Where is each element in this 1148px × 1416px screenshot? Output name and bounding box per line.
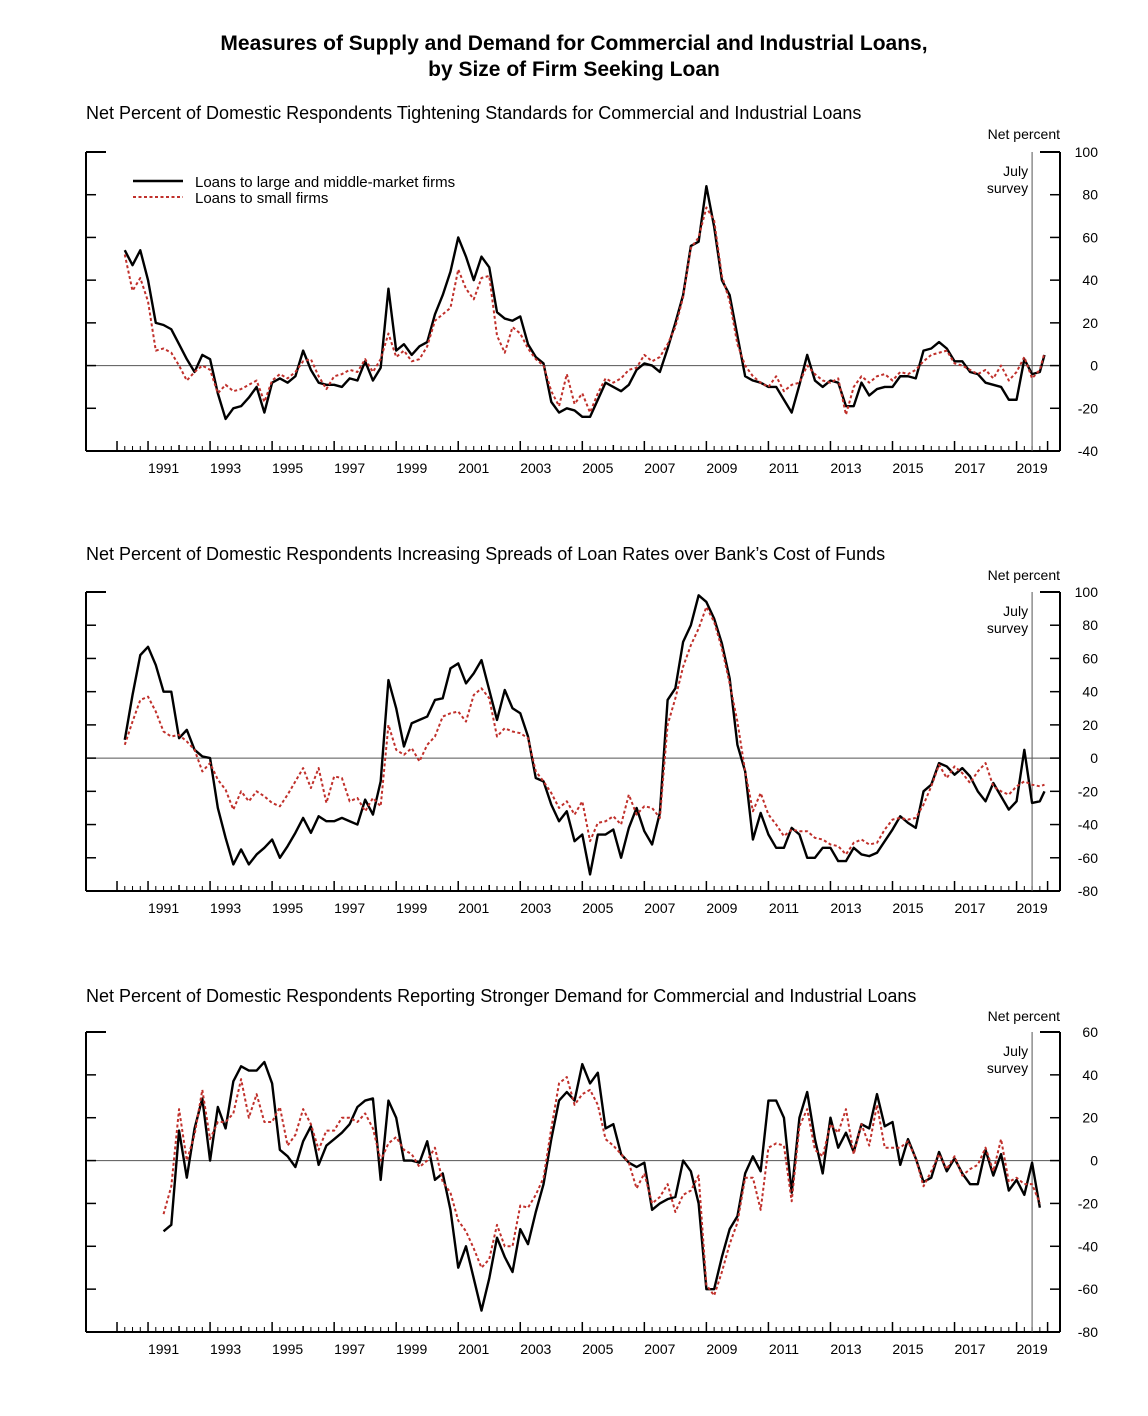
x-tick-label: 2019 xyxy=(1017,460,1048,476)
y-tick-label: 0 xyxy=(1090,750,1098,766)
x-tick-label: 1993 xyxy=(210,900,241,916)
x-tick-label: 1995 xyxy=(272,900,303,916)
y-tick-label: -20 xyxy=(1078,400,1098,416)
x-tick-label: 1997 xyxy=(334,460,365,476)
y-tick-label: 40 xyxy=(1082,1067,1098,1083)
series-small-firms-line xyxy=(162,1076,1041,1297)
y-tick-label: -40 xyxy=(1078,443,1098,459)
series-large-firms-line xyxy=(123,594,1046,876)
series-small-firms-line xyxy=(123,206,1046,416)
y-tick-label: 80 xyxy=(1082,187,1098,203)
y-tick-label: -40 xyxy=(1078,817,1098,833)
x-tick-label: 1993 xyxy=(210,1341,241,1357)
y-tick-label: 80 xyxy=(1082,617,1098,633)
x-tick-label: 2001 xyxy=(458,1341,489,1357)
x-tick-label: 2013 xyxy=(830,460,861,476)
chart-tightening-standards: -40 -20 0 20 40 60 80 100 1991 1993 1995 1997 1999 20… xyxy=(85,144,1099,476)
x-tick-label: 2005 xyxy=(582,900,613,916)
unit-label: Net percent xyxy=(987,1008,1060,1024)
x-tick-label: 2007 xyxy=(644,460,675,476)
x-tick-label: 2011 xyxy=(769,900,799,916)
chart-loan-spreads: -80 -60 -40 -20 0 20 40 60 80 100 1991 1993 1995 1997… xyxy=(85,584,1099,916)
x-tick-label: 2001 xyxy=(458,900,489,916)
y-tick-label: 60 xyxy=(1082,1024,1098,1040)
x-tick-label: 2017 xyxy=(954,1341,985,1357)
x-tick-label: 1991 xyxy=(148,900,179,916)
y-tick-label: 20 xyxy=(1082,315,1098,331)
x-tick-label: 1999 xyxy=(396,1341,427,1357)
survey-annotation-text: survey xyxy=(987,180,1028,196)
y-tick-label: 0 xyxy=(1090,1153,1098,1169)
unit-label: Net percent xyxy=(987,567,1060,583)
y-tick-label: 60 xyxy=(1082,229,1098,245)
x-tick-label: 1991 xyxy=(148,1341,179,1357)
x-tick-label: 2019 xyxy=(1017,900,1048,916)
series-large-firms-line xyxy=(162,1060,1042,1312)
x-tick-label: 1991 xyxy=(148,460,179,476)
y-tick-label: -60 xyxy=(1078,1281,1098,1297)
y-tick-label: 0 xyxy=(1090,358,1098,374)
x-tick-label: 2009 xyxy=(706,900,737,916)
y-tick-label: -80 xyxy=(1078,883,1098,899)
survey-annotation-text: survey xyxy=(987,620,1028,636)
panel-title: Net Percent of Domestic Respondents Tigh… xyxy=(86,103,862,123)
y-tick-label: -80 xyxy=(1078,1324,1098,1340)
x-tick-label: 2003 xyxy=(520,1341,551,1357)
x-tick-label: 1999 xyxy=(396,460,427,476)
chart-loan-demand: -80 -60 -40 -20 0 20 40 60 1991 1993 1995 1997 1999 2… xyxy=(85,1024,1098,1357)
y-tick-label: -20 xyxy=(1078,783,1098,799)
x-tick-label: 1997 xyxy=(334,900,365,916)
x-tick-label: 2011 xyxy=(769,1341,799,1357)
x-tick-label: 2017 xyxy=(954,460,985,476)
series-large-firms-line xyxy=(123,184,1046,421)
y-tick-label: 100 xyxy=(1075,584,1099,600)
survey-annotation-text: survey xyxy=(987,1060,1028,1076)
y-tick-label: -20 xyxy=(1078,1195,1098,1211)
x-tick-label: 2007 xyxy=(644,900,675,916)
x-tick-label: 2017 xyxy=(954,900,985,916)
page-title-line2: by Size of Firm Seeking Loan xyxy=(428,58,720,81)
x-tick-label: 1997 xyxy=(334,1341,365,1357)
x-tick-label: 2001 xyxy=(458,460,489,476)
x-tick-label: 1995 xyxy=(272,460,303,476)
x-tick-label: 1995 xyxy=(272,1341,303,1357)
x-tick-label: 2015 xyxy=(892,460,923,476)
y-tick-label: -40 xyxy=(1078,1238,1098,1254)
x-tick-label: 2013 xyxy=(830,900,861,916)
panel-title: Net Percent of Domestic Respondents Repo… xyxy=(86,986,917,1006)
x-tick-label: 1993 xyxy=(210,460,241,476)
y-tick-label: -60 xyxy=(1078,850,1098,866)
survey-annotation-text: July xyxy=(1003,163,1028,179)
x-tick-label: 2007 xyxy=(644,1341,675,1357)
x-tick-label: 2003 xyxy=(520,900,551,916)
x-tick-label: 2019 xyxy=(1017,1341,1048,1357)
x-tick-label: 2015 xyxy=(892,900,923,916)
y-tick-label: 20 xyxy=(1082,717,1098,733)
unit-label: Net percent xyxy=(987,126,1060,142)
y-tick-label: 100 xyxy=(1075,144,1099,160)
x-tick-label: 2015 xyxy=(892,1341,923,1357)
y-tick-label: 60 xyxy=(1082,650,1098,666)
survey-annotation-text: July xyxy=(1003,1043,1028,1059)
x-tick-label: 2009 xyxy=(706,1341,737,1357)
x-tick-label: 2005 xyxy=(582,1341,613,1357)
y-tick-label: 40 xyxy=(1082,272,1098,288)
panel-title: Net Percent of Domestic Respondents Incr… xyxy=(86,544,886,564)
survey-annotation-text: July xyxy=(1003,603,1028,619)
legend-small-label: Loans to small firms xyxy=(195,190,328,207)
x-tick-label: 2013 xyxy=(830,1341,861,1357)
page-title-line1: Measures of Supply and Demand for Commer… xyxy=(220,32,928,55)
x-tick-label: 2003 xyxy=(520,460,551,476)
x-tick-label: 2011 xyxy=(769,460,799,476)
series-small-firms-line xyxy=(123,605,1045,856)
x-tick-label: 1999 xyxy=(396,900,427,916)
legend-large-label: Loans to large and middle-market firms xyxy=(195,174,455,191)
y-tick-label: 40 xyxy=(1082,684,1098,700)
x-tick-label: 2009 xyxy=(706,460,737,476)
y-tick-label: 20 xyxy=(1082,1110,1098,1126)
x-tick-label: 2005 xyxy=(582,460,613,476)
